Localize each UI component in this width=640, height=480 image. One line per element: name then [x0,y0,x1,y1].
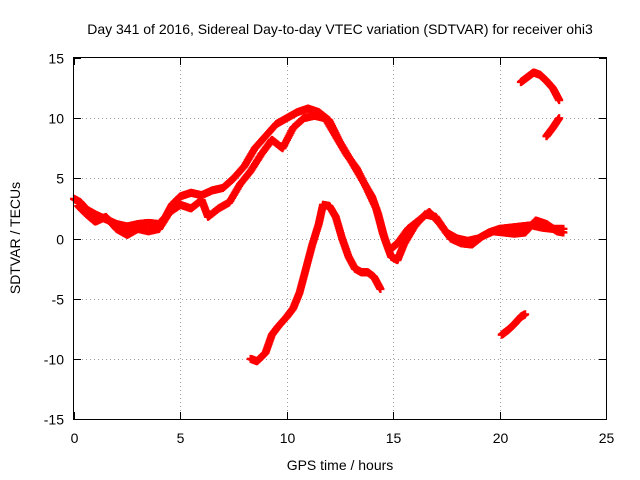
plot-frame [73,57,607,420]
series-track-1 [70,104,568,265]
data-point [559,228,568,237]
series-track-2 [74,111,568,255]
y-tick-label: -15 [44,412,64,428]
data-point [555,96,564,105]
y-tick-label: 0 [56,232,64,248]
series-track-3 [246,200,385,366]
y-axis-title: SDTVAR / TECUs [7,182,23,294]
data-points [70,68,568,366]
x-axis-title: GPS time / hours [287,457,394,473]
x-tick-label: 0 [71,430,79,446]
x-tick-label: 10 [280,430,296,446]
chart-title: Day 341 of 2016, Sidereal Day-to-day VTE… [87,21,593,37]
x-tick-label: 5 [177,430,185,446]
y-tick-label: 5 [56,171,64,187]
x-tick-label: 15 [386,430,402,446]
y-tick-label: -10 [44,352,64,368]
data-point [521,310,530,319]
y-tick-labels: -15 -10 -5 0 5 10 15 [44,51,64,428]
series-track-5 [542,114,564,141]
data-point [555,114,564,123]
x-tick-label: 25 [599,430,615,446]
y-tick-label: 10 [48,111,64,127]
series-track-4 [516,68,564,105]
y-tick-label: -5 [52,292,65,308]
data-point [376,285,385,294]
series-track-6 [497,310,530,339]
x-tick-label: 20 [493,430,509,446]
x-tick-labels: 0 5 10 15 20 25 [71,430,615,446]
y-tick-label: 15 [48,51,64,67]
